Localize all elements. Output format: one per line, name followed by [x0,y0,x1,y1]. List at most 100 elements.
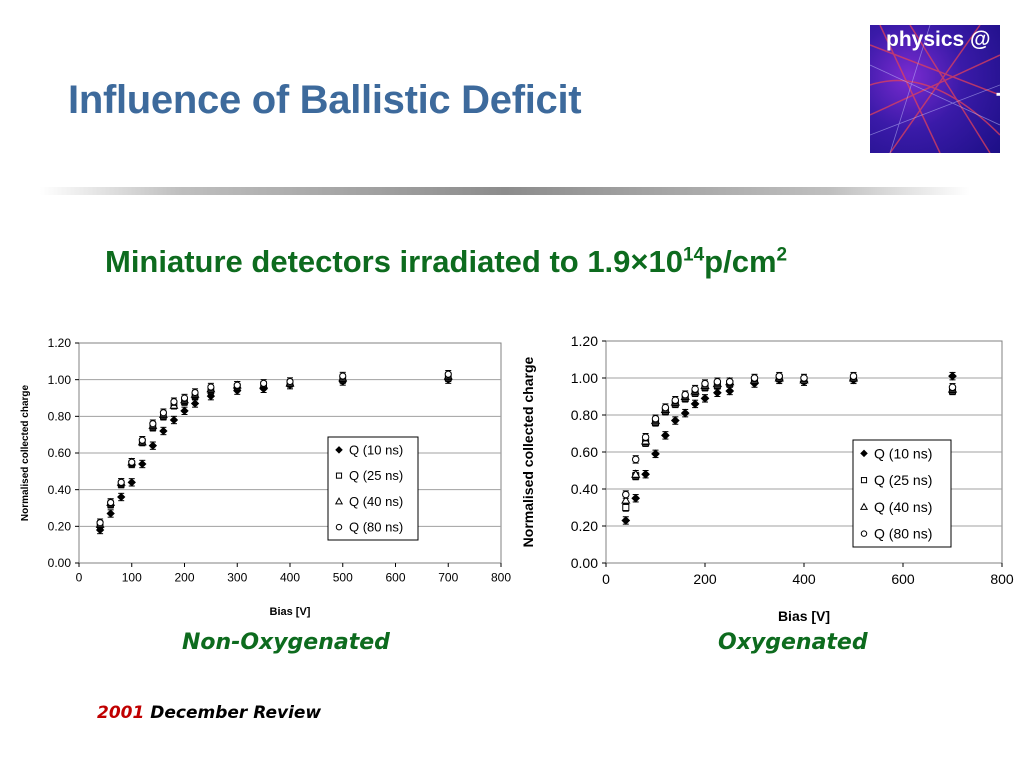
x-tick-label: 800 [491,570,511,584]
x-tick-label: 200 [174,570,194,584]
y-tick-label: 0.80 [571,407,598,423]
physics-liverpool-logo: physics @ [870,25,1000,153]
legend-marker [335,472,343,479]
x-tick-label: 500 [333,570,353,584]
data-point [670,416,680,425]
legend-marker [860,449,868,458]
data-point [671,396,680,404]
legend-marker [334,497,344,505]
series-q-80-ns [622,371,957,499]
x-tick-label: 600 [891,571,915,587]
data-point [96,519,104,527]
data-point [117,478,125,486]
subtitle-unit: p/cm [704,244,777,279]
x-tick-label: 600 [385,570,405,584]
data-point [631,493,641,503]
data-point [775,372,783,380]
y-axis-label: Normalised collected charge [520,356,536,547]
data-point [661,403,670,412]
y-tick-label: 1.20 [571,333,598,349]
logo-background-traces [870,25,1000,153]
x-tick-label: 100 [122,570,142,584]
data-point [641,433,650,441]
data-point [260,379,268,387]
data-point [169,415,179,425]
data-point [207,383,215,391]
legend-marker [335,446,343,454]
data-point [117,492,126,502]
legend-marker [860,530,868,537]
data-point [641,469,650,479]
y-tick-label: 0.20 [48,520,72,534]
data-point [948,371,957,381]
subtitle-base: 10 [648,244,684,279]
data-point [286,377,294,386]
legend-entry: Q (10 ns) [874,445,932,461]
data-point [106,509,115,518]
data-point [681,390,689,399]
data-point [661,430,670,440]
data-point [800,374,808,382]
y-tick-label: 0.00 [48,556,72,570]
y-axis-label: Normalised collected charge [20,384,31,521]
data-point [726,377,734,386]
x-tick-label: 400 [280,570,300,584]
legend-marker [860,477,868,484]
data-point [444,370,452,378]
footer-text: December Review [150,703,322,723]
y-tick-label: 0.00 [571,555,598,571]
data-point [631,455,640,464]
data-point [170,398,178,406]
title-divider [40,187,970,195]
y-tick-label: 1.00 [48,373,72,387]
y-tick-label: 0.60 [48,446,72,460]
data-point [725,386,735,396]
legend-marker [859,502,869,510]
data-point [621,516,631,525]
x-tick-label: 0 [602,571,610,587]
y-tick-label: 0.60 [571,444,598,460]
data-point [713,377,722,386]
x-tick-label: 300 [227,570,247,584]
y-tick-label: 0.20 [571,518,598,534]
series-q-80-ns [96,370,452,527]
y-tick-label: 0.40 [48,483,72,497]
data-point [691,385,699,393]
legend-entry: Q (25 ns) [349,468,403,483]
data-point [622,503,630,512]
data-point [631,469,641,478]
data-point [713,388,722,398]
data-point [680,408,690,418]
data-point [948,383,957,391]
subtitle-prefix: Miniature detectors irradiated to 1.9 [105,244,631,279]
data-point [233,381,241,389]
y-tick-label: 1.20 [48,336,72,350]
caption-oxygenated: Oxygenated [718,630,868,655]
data-point [128,458,136,466]
subtitle-unit-exponent: 2 [776,244,788,266]
data-point [159,409,167,417]
data-point [701,379,709,388]
data-point [148,441,158,450]
legend-entry: Q (80 ns) [874,526,932,542]
data-point [651,449,660,459]
x-tick-label: 0 [76,570,83,584]
subtitle-exponent: 14 [683,244,705,266]
data-point [180,394,189,402]
data-point [651,414,660,423]
data-point [700,393,710,403]
legend-entry: Q (40 ns) [349,494,403,509]
data-point [190,399,200,408]
data-point [339,372,347,380]
data-point [149,420,157,428]
legend-entry: Q (80 ns) [349,520,403,535]
x-axis-label: Bias [V] [270,606,311,618]
data-point [159,426,168,436]
logo-text: physics @ [886,28,991,51]
legend-marker [335,523,343,531]
data-point [750,374,759,382]
caption-non-oxygenated: Non-Oxygenated [182,630,390,655]
legend-entry: Q (25 ns) [874,472,932,488]
legend-entry: Q (10 ns) [349,442,403,457]
